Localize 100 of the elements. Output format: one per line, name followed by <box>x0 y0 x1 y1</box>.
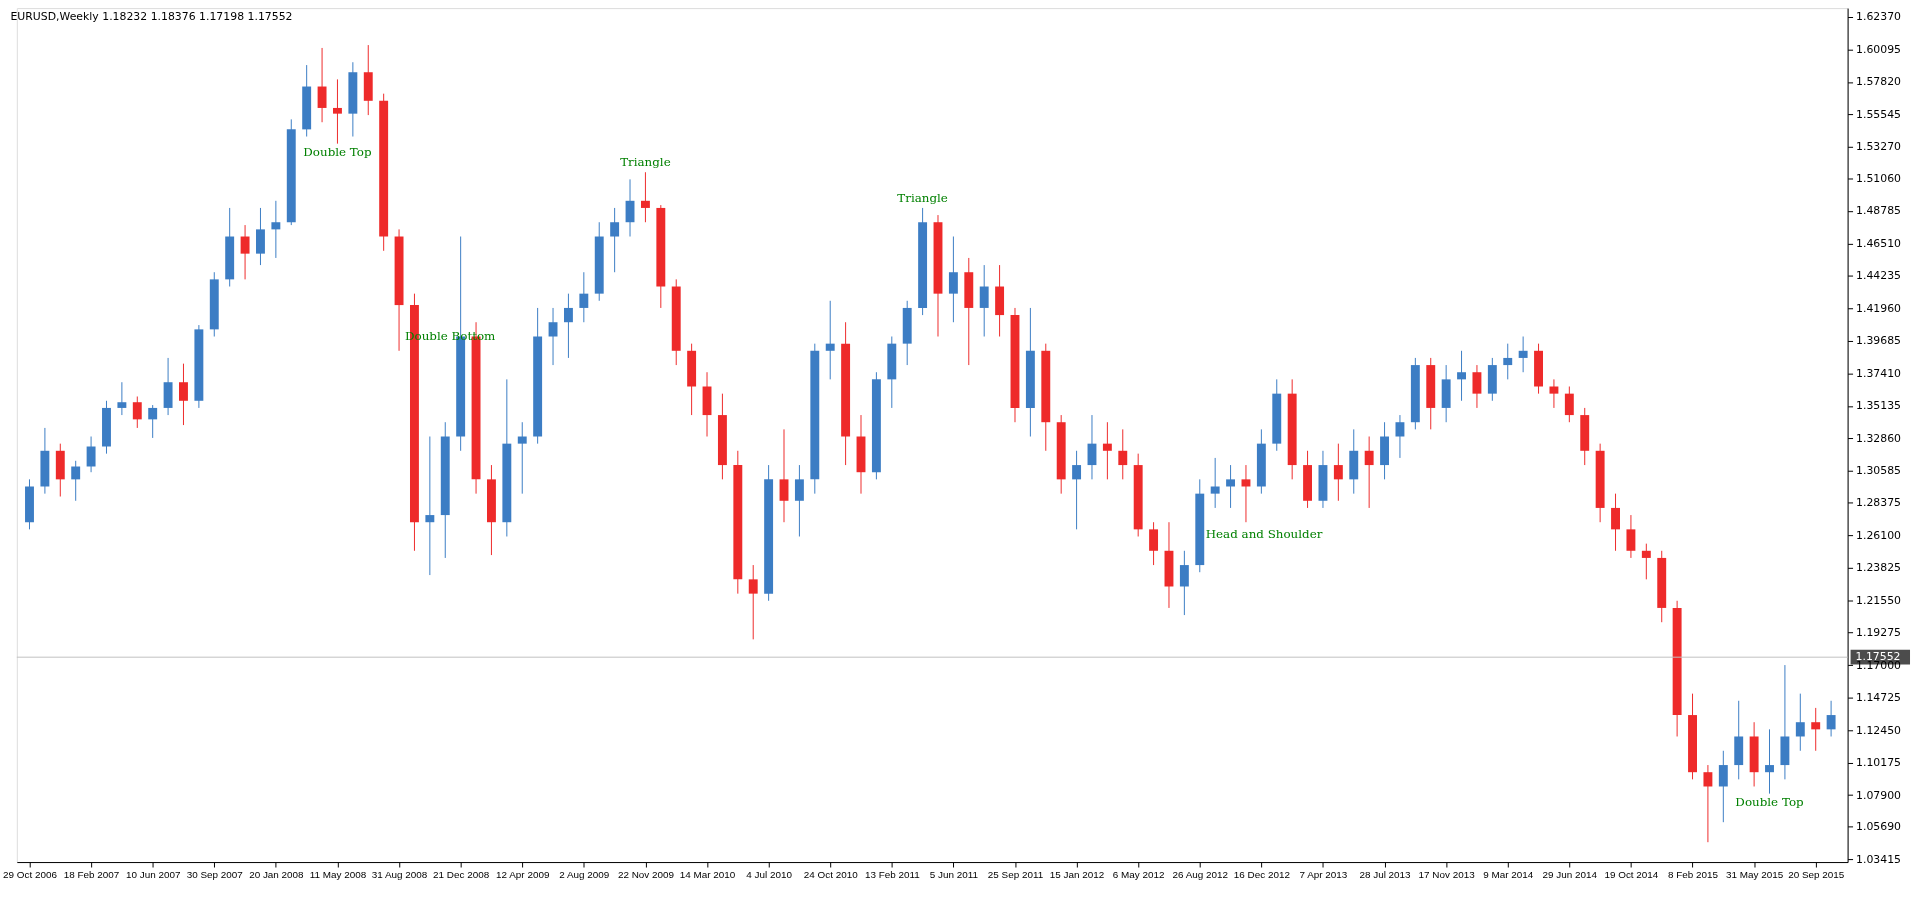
x-tick-label: 31 May 2015 <box>1726 869 1784 881</box>
annotation: Triangle <box>620 155 671 170</box>
candlestick <box>1564 386 1574 423</box>
x-tick-label: 12 Apr 2009 <box>496 869 550 881</box>
candlestick <box>1518 336 1528 373</box>
annotation: Triangle <box>897 191 948 205</box>
candlestick <box>179 363 188 426</box>
candlestick <box>132 396 142 429</box>
candlestick <box>825 300 835 380</box>
candlestick <box>317 47 327 123</box>
candlestick <box>779 428 789 523</box>
candlestick <box>117 381 127 416</box>
candlestick <box>1703 764 1713 843</box>
x-tick-label: 13 Feb 2011 <box>864 869 921 881</box>
y-tick-label: 1.10175 <box>1856 756 1902 770</box>
candlestick <box>1395 414 1405 459</box>
x-tick-label: 16 Dec 2012 <box>1233 869 1290 881</box>
y-tick-label: 1.62370 <box>1856 10 1902 24</box>
y-tick-label: 1.32860 <box>1856 431 1902 445</box>
x-tick-label: 25 Sep 2011 <box>987 869 1044 881</box>
candlestick <box>1549 378 1559 409</box>
x-tick-label: 2 Aug 2009 <box>559 869 610 881</box>
candlestick <box>948 236 958 323</box>
x-tick-label: 5 Jun 2011 <box>929 869 979 881</box>
x-tick-label: 21 Dec 2008 <box>433 869 490 881</box>
y-tick-label: 1.05690 <box>1856 820 1902 834</box>
y-tick-label: 1.53270 <box>1856 140 1902 154</box>
candlestick <box>748 564 758 640</box>
x-tick-label: 15 Jan 2012 <box>1049 869 1105 881</box>
x-tick-label: 18 Feb 2007 <box>63 869 120 881</box>
y-tick-label: 1.07900 <box>1856 788 1902 802</box>
candlestick <box>548 307 558 366</box>
annotation: Head and Shoulder <box>1205 526 1323 541</box>
x-tick-label: 31 Aug 2008 <box>371 869 428 881</box>
candlestick <box>1333 443 1343 502</box>
y-tick-label: 1.03415 <box>1856 852 1902 866</box>
y-tick-label: 1.41960 <box>1856 301 1902 315</box>
candlestick <box>1149 521 1159 566</box>
y-tick-label: 1.19275 <box>1856 626 1902 640</box>
candlestick <box>333 78 342 145</box>
y-tick-label: 1.48785 <box>1856 204 1902 218</box>
candlestick <box>86 436 96 473</box>
candlestick <box>1179 550 1189 616</box>
x-tick-label: 10 Jun 2007 <box>125 869 181 881</box>
y-tick-label: 1.60095 <box>1856 42 1902 56</box>
y-tick-label: 1.37410 <box>1856 366 1902 380</box>
candlestick <box>1626 514 1636 559</box>
y-tick-label: 1.23825 <box>1856 561 1902 575</box>
candlestick <box>1072 450 1082 530</box>
y-tick-label: 1.44235 <box>1856 269 1902 283</box>
candlestick <box>1826 700 1836 737</box>
y-tick-label: 1.55545 <box>1856 107 1902 121</box>
x-tick-label: 8 Feb 2015 <box>1667 869 1719 881</box>
x-tick-label: 29 Jun 2014 <box>1542 869 1598 881</box>
y-tick-label: 1.14725 <box>1856 691 1902 705</box>
x-tick-label: 24 Oct 2010 <box>803 869 859 881</box>
candlestick <box>1611 493 1620 552</box>
candlestick <box>1811 707 1821 752</box>
candlestick <box>71 460 81 502</box>
x-tick-label: 19 Oct 2014 <box>1604 869 1659 881</box>
x-tick-label: 4 Jul 2010 <box>746 869 793 881</box>
candlestick <box>425 436 435 576</box>
y-tick-label: 1.21550 <box>1856 593 1902 607</box>
y-tick-label: 1.57820 <box>1856 75 1902 89</box>
x-tick-label: 9 Mar 2014 <box>1483 869 1534 881</box>
candlestick <box>1641 543 1651 580</box>
x-tick-label: 30 Sep 2007 <box>186 869 243 881</box>
candlestick <box>1765 728 1774 795</box>
y-tick-label: 1.12450 <box>1856 723 1902 737</box>
candlestick <box>1210 457 1220 509</box>
x-tick-label: 20 Jan 2008 <box>249 869 305 881</box>
candlestick <box>148 404 158 439</box>
x-tick-label: 14 Mar 2010 <box>679 869 736 881</box>
chart-title: EURUSD,Weekly 1.18232 1.18376 1.17198 1.17552 <box>10 9 293 23</box>
candlestick <box>794 464 804 537</box>
candlestick <box>1102 421 1112 480</box>
x-tick-label: 11 May 2008 <box>309 869 367 881</box>
x-tick-label: 6 May 2012 <box>1112 869 1165 881</box>
y-tick-label: 1.51060 <box>1856 171 1902 185</box>
x-tick-label: 26 Aug 2012 <box>1172 869 1229 881</box>
y-tick-label: 1.46510 <box>1856 236 1902 250</box>
candlestick <box>1241 464 1251 523</box>
y-tick-label: 1.30585 <box>1856 464 1902 478</box>
candlestick <box>1503 343 1513 380</box>
candlestick <box>640 171 650 223</box>
x-tick-label: 7 Apr 2013 <box>1299 869 1348 881</box>
y-tick-label: 1.35135 <box>1856 399 1902 413</box>
candlestick <box>240 224 250 280</box>
x-tick-label: 28 Jul 2013 <box>1359 869 1412 881</box>
y-tick-label: 1.28375 <box>1856 496 1902 510</box>
x-tick-label: 20 Sep 2015 <box>1788 869 1845 881</box>
candlestick <box>1226 464 1236 509</box>
candlestick <box>1118 428 1128 480</box>
candlestick <box>979 264 989 338</box>
candlestick <box>1795 693 1805 752</box>
candlestick <box>1364 436 1374 509</box>
annotation: Double Top <box>1735 794 1804 809</box>
annotation: Double Top <box>303 144 372 159</box>
y-tick-label: 1.26100 <box>1856 528 1902 542</box>
candlestick <box>271 200 281 259</box>
